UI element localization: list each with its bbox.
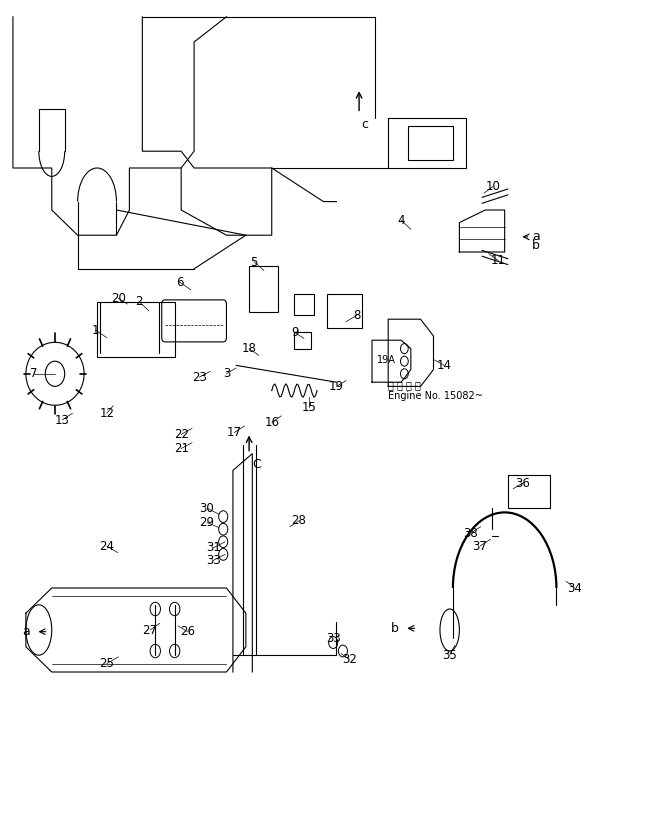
Text: 14: 14: [437, 359, 452, 372]
Text: 25: 25: [100, 657, 114, 670]
Text: b: b: [532, 239, 540, 252]
Bar: [408, 126, 453, 160]
Text: 21: 21: [173, 442, 189, 455]
Text: 35: 35: [443, 648, 457, 662]
Text: 38: 38: [463, 527, 477, 540]
Text: 19A: 19A: [377, 354, 395, 365]
Text: 13: 13: [55, 413, 69, 427]
Text: 6: 6: [176, 276, 184, 289]
Bar: [294, 332, 311, 349]
Text: 15: 15: [302, 401, 316, 414]
Text: 37: 37: [473, 539, 487, 553]
Text: 26: 26: [180, 625, 195, 638]
Text: 32: 32: [342, 653, 356, 666]
Text: 19: 19: [329, 380, 344, 393]
Text: 28: 28: [292, 514, 306, 528]
Text: 5: 5: [250, 255, 258, 269]
Text: 18: 18: [242, 342, 256, 355]
Text: 20: 20: [111, 291, 126, 305]
Text: 29: 29: [199, 516, 215, 529]
Text: 34: 34: [567, 581, 582, 595]
Bar: [508, 475, 550, 508]
Text: 通 用 号 機
Engine No. 15082~: 通 用 号 機 Engine No. 15082~: [388, 380, 483, 402]
Text: 33: 33: [326, 632, 340, 645]
Text: 24: 24: [99, 539, 115, 553]
Text: c: c: [361, 118, 368, 130]
Text: 7: 7: [30, 367, 38, 381]
Text: 17: 17: [226, 426, 242, 439]
Text: 11: 11: [490, 254, 506, 267]
Text: 27: 27: [142, 623, 158, 637]
Text: 1: 1: [92, 323, 100, 337]
Text: 16: 16: [264, 416, 280, 429]
Text: C: C: [252, 458, 261, 470]
Text: 36: 36: [516, 476, 530, 490]
Text: b: b: [391, 622, 399, 635]
Text: 23: 23: [192, 370, 206, 384]
Text: 9: 9: [291, 326, 299, 339]
Text: 33: 33: [206, 554, 221, 567]
Text: 4: 4: [397, 213, 405, 227]
Text: 12: 12: [99, 407, 115, 420]
Text: 2: 2: [135, 295, 143, 308]
Bar: [327, 294, 362, 328]
Text: 8: 8: [353, 308, 361, 322]
Text: 30: 30: [200, 501, 214, 515]
Bar: [97, 302, 175, 357]
Text: 10: 10: [486, 180, 500, 193]
Bar: [294, 294, 314, 315]
Text: a: a: [532, 230, 540, 244]
Text: a: a: [22, 625, 30, 638]
Text: 31: 31: [206, 541, 221, 554]
Bar: [249, 266, 278, 312]
Text: 3: 3: [223, 367, 230, 381]
Text: 22: 22: [173, 428, 189, 441]
